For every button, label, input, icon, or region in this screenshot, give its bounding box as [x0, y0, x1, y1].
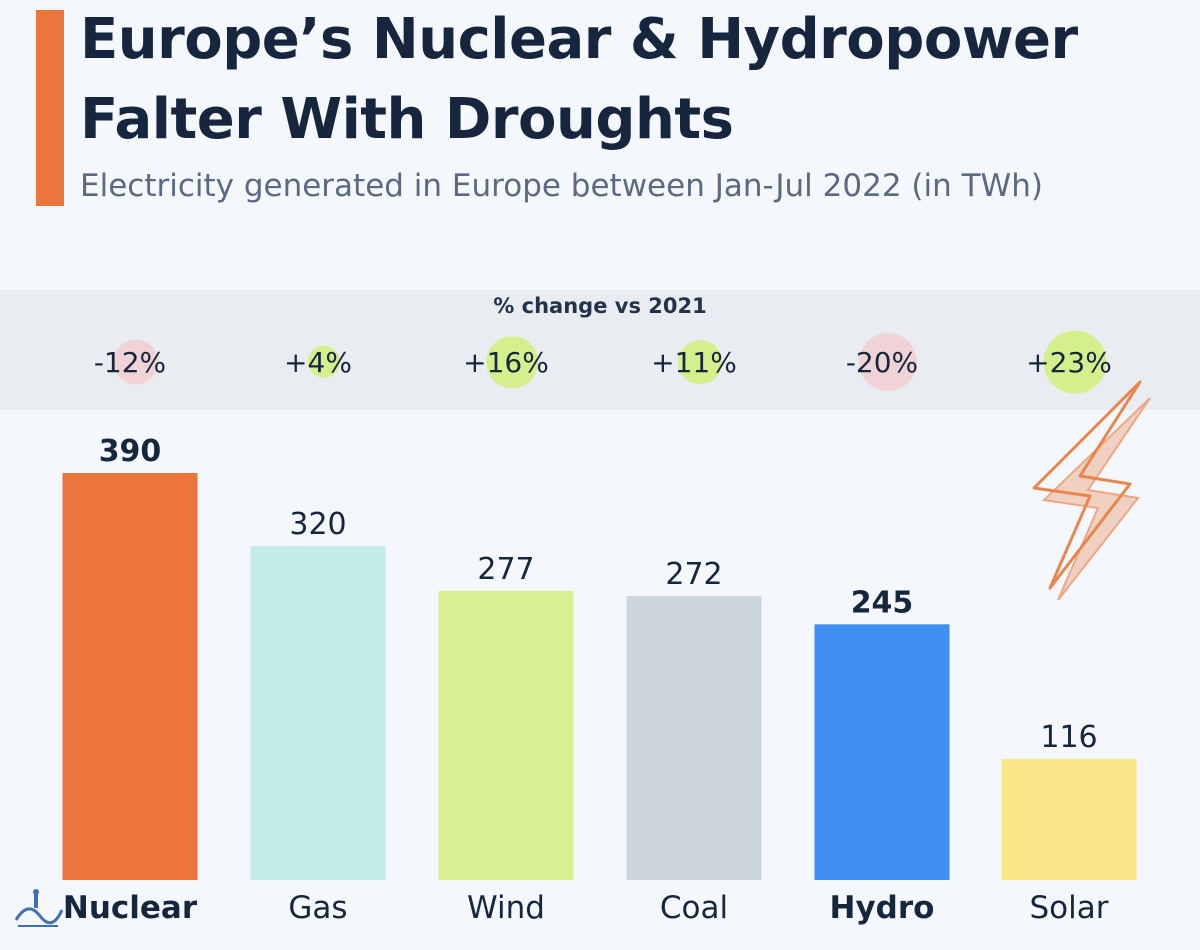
lightning-bolt-icon	[1032, 380, 1151, 601]
change-gas: +4%	[238, 332, 398, 392]
change-coal: +11%	[614, 332, 774, 392]
change-dot	[859, 333, 917, 391]
change-solar: +23%	[989, 330, 1149, 394]
value-label-solar: 116	[1040, 720, 1097, 755]
value-label-hydro: 245	[851, 585, 914, 620]
change-value: +11%	[651, 345, 737, 379]
chart-title: Europe’s Nuclear & Hydropower Falter Wit…	[80, 7, 1078, 152]
change-nuclear: -12%	[50, 332, 210, 392]
category-label-hydro: Hydro	[830, 890, 935, 926]
bar-hydro	[814, 624, 950, 880]
bar-solar	[1001, 758, 1137, 880]
bar-wind	[438, 590, 574, 880]
change-dot	[678, 340, 722, 384]
publisher-logo	[14, 889, 64, 927]
change-heading: % change vs 2021	[493, 294, 707, 318]
title-accent-bar	[36, 10, 64, 206]
change-wind: +16%	[426, 332, 586, 392]
category-label-gas: Gas	[288, 890, 347, 926]
change-value: +23%	[1026, 345, 1112, 379]
bar-nuclear	[62, 473, 198, 880]
category-label-wind: Wind	[467, 890, 545, 926]
change-value: -12%	[93, 345, 167, 379]
category-label-coal: Coal	[660, 890, 728, 926]
change-value: -20%	[845, 345, 919, 379]
change-dot	[307, 345, 341, 379]
bar-gas	[250, 546, 386, 880]
chart-subtitle: Electricity generated in Europe between …	[80, 168, 1043, 204]
change-dot	[113, 339, 159, 385]
value-label-gas: 320	[289, 507, 346, 542]
change-band	[0, 290, 1200, 410]
value-label-nuclear: 390	[99, 434, 162, 469]
value-label-coal: 272	[665, 557, 722, 592]
category-label-solar: Solar	[1030, 890, 1109, 926]
category-label-nuclear: Nuclear	[63, 890, 198, 926]
change-value: +16%	[463, 345, 549, 379]
bar-coal	[626, 596, 762, 880]
change-dot	[486, 336, 538, 388]
change-hydro: -20%	[802, 332, 962, 392]
value-label-wind: 277	[477, 552, 534, 587]
change-value: +4%	[284, 345, 352, 379]
change-dot	[1043, 330, 1107, 394]
